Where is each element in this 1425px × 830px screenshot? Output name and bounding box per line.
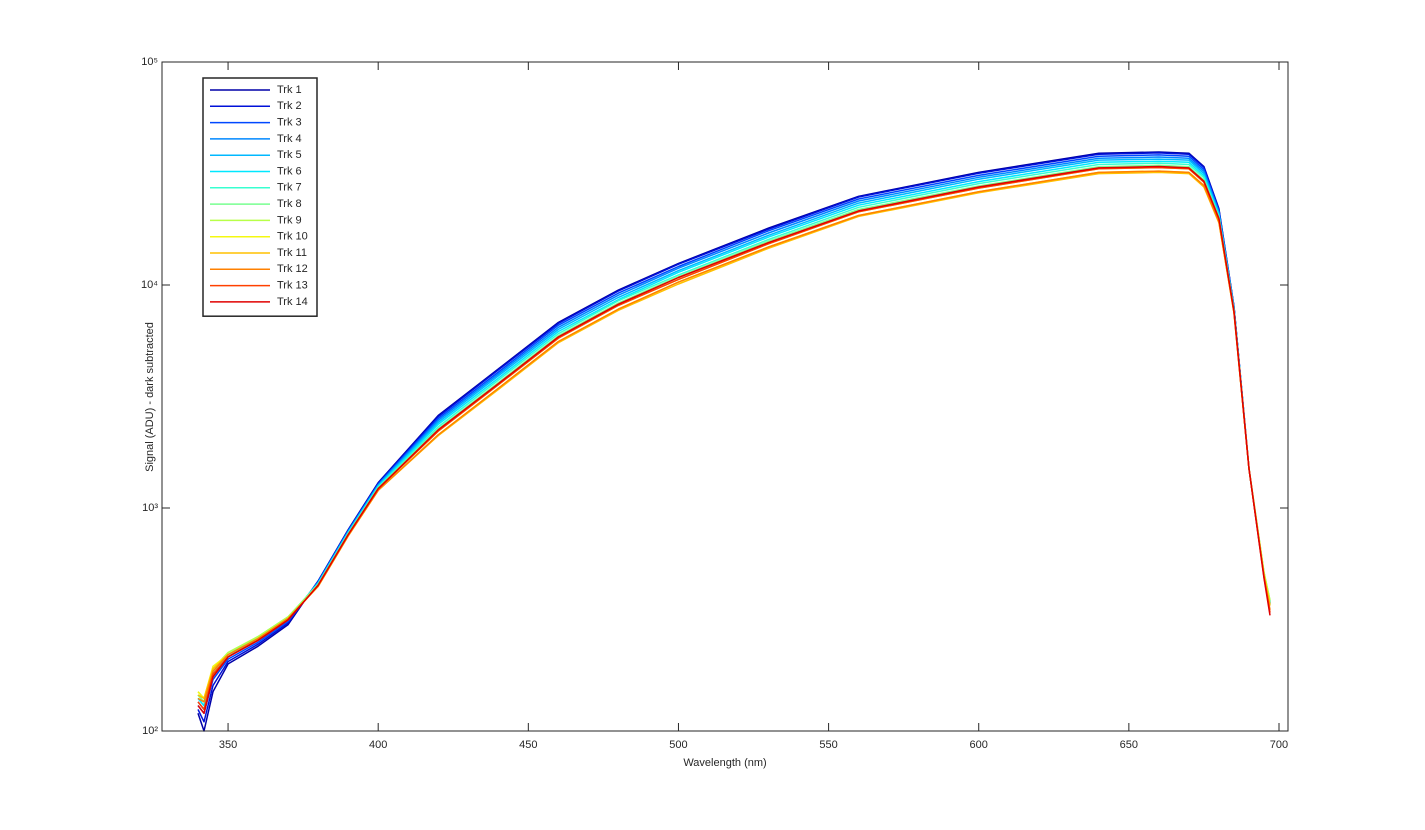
legend-label: Trk 1 — [277, 84, 302, 96]
x-tick-label: 500 — [669, 739, 687, 751]
legend-label: Trk 5 — [277, 149, 302, 161]
x-axis-label: Wavelength (nm) — [683, 757, 766, 769]
x-tick-label: 550 — [819, 739, 837, 751]
x-tick-label: 400 — [369, 739, 387, 751]
legend-label: Trk 11 — [277, 247, 307, 259]
x-tick-label: 650 — [1120, 739, 1138, 751]
legend-label: Trk 9 — [277, 214, 302, 226]
axes-box — [161, 61, 1289, 732]
y-tick-label: 10⁵ — [141, 56, 158, 68]
legend-label: Trk 8 — [277, 198, 302, 210]
legend-label: Trk 4 — [277, 133, 302, 145]
x-tick-label: 700 — [1270, 739, 1288, 751]
legend-label: Trk 13 — [277, 280, 308, 292]
x-tick-label: 350 — [219, 739, 237, 751]
legend-label: Trk 12 — [277, 263, 308, 275]
y-axis-label: Signal (ADU) - dark subtracted — [144, 322, 156, 472]
y-tick-label: 10⁴ — [141, 279, 158, 291]
legend-label: Trk 7 — [277, 182, 302, 194]
legend-box — [202, 77, 318, 317]
legend-label: Trk 10 — [277, 231, 308, 243]
legend-label: Trk 6 — [277, 165, 302, 177]
legend-label: Trk 3 — [277, 117, 302, 129]
legend: Trk 1 Trk 2 Trk 3 Trk 4 Trk 5 Trk 6 Trk 7 Trk 8… — [202, 77, 318, 317]
x-tick-label: 450 — [519, 739, 537, 751]
legend-label: Trk 14 — [277, 296, 308, 308]
series-line — [197, 170, 1271, 703]
y-tick-label: 10³ — [142, 502, 158, 514]
legend-label: Trk 2 — [277, 100, 302, 112]
x-tick-label: 600 — [970, 739, 988, 751]
y-tick-label: 10² — [142, 725, 158, 737]
series-line — [197, 165, 1271, 715]
